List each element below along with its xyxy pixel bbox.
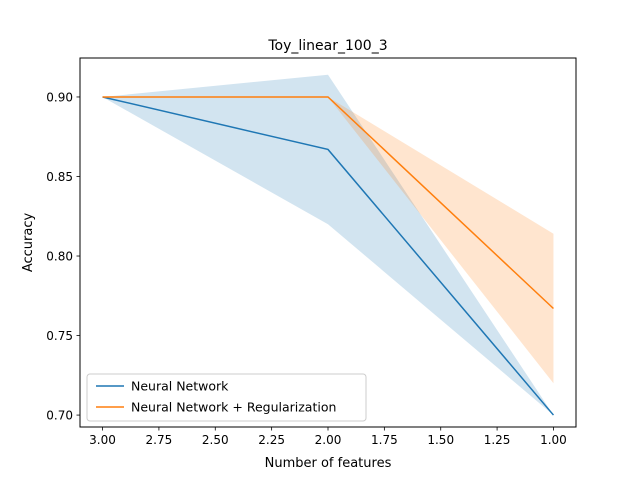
x-tick-label: 2.00 [315,433,342,447]
series-line-neural-network [102,96,555,416]
series-lines [102,96,555,416]
confidence-bands [102,74,554,416]
y-tick-label: 0.90 [46,90,73,104]
legend-label-regularization: Neural Network + Regularization [131,400,336,415]
series-line-neural-network-regularization [102,96,554,310]
x-tick-label: 1.25 [484,433,511,447]
legend: Neural Network Neural Network + Regulari… [86,373,367,422]
y-tick-label: 0.75 [46,329,73,343]
x-tick-label: 1.00 [540,433,567,447]
y-tick-label: 0.85 [46,170,73,184]
legend-label-neural-network: Neural Network [131,379,229,394]
y-axis: 0.70 0.75 0.80 0.85 0.90 [46,90,80,423]
x-tick-label: 2.75 [146,433,173,447]
x-tick-label: 1.50 [427,433,454,447]
x-tick-label: 2.50 [202,433,229,447]
y-tick-label: 0.70 [46,409,73,423]
x-tick-label: 1.75 [371,433,398,447]
band-neural-network-regularization [102,96,554,384]
band-neural-network [102,74,554,416]
y-axis-label: Accuracy [21,213,36,273]
legend-box [86,373,367,422]
x-axis-label: Number of features [265,456,392,471]
x-tick-label: 3.00 [89,433,116,447]
y-tick-label: 0.80 [46,250,73,264]
x-tick-label: 2.25 [258,433,285,447]
chart-title: Toy_linear_100_3 [267,38,387,54]
x-axis: 3.00 2.75 2.50 2.25 2.00 1.75 1.50 1.25 1.00 [89,427,567,447]
